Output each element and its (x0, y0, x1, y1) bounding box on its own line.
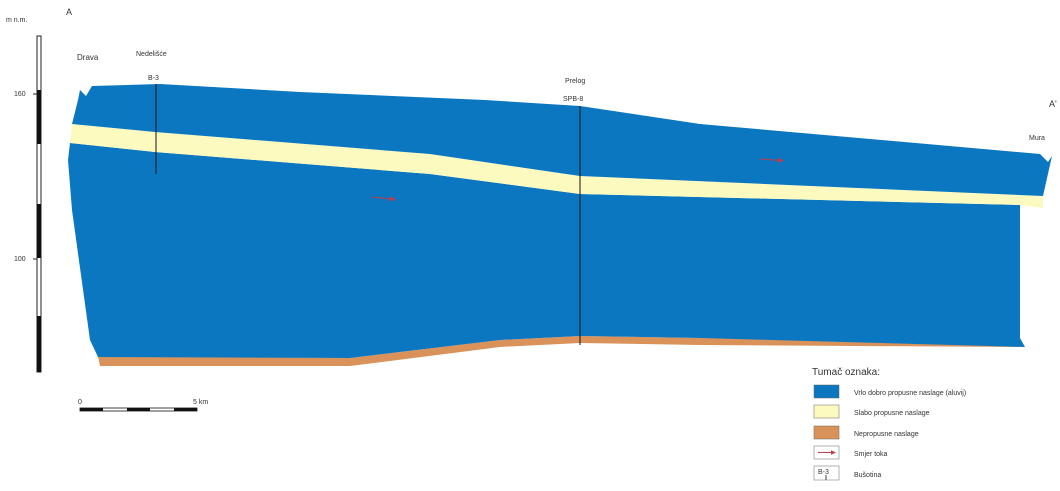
boreholes (155, 84, 581, 345)
axis-segment (37, 204, 41, 258)
legend-box-borehole (813, 465, 840, 481)
flow-arrow-icon (818, 450, 836, 455)
legend-title: Tumač oznaka: (812, 367, 880, 378)
place-labels: Drava Nedelišće B-3 Prelog SPB-8 Mura (77, 51, 1045, 142)
clay-layer (70, 124, 1043, 208)
geological-layers (68, 84, 1052, 366)
section-label-a-prime: A' (1049, 99, 1057, 109)
flow-arrow-icon (371, 196, 396, 202)
legend-label-aquifer: Vrlo dobro propusne naslage (aluvij) (854, 390, 966, 397)
aquifer-lower (68, 143, 1025, 358)
scale-start-label: 0 (78, 399, 82, 406)
scale-end-label: 5 km (193, 399, 208, 406)
label-nedelisce: Nedelišće (136, 51, 167, 58)
legend-borehole-symbol: B-3 (818, 469, 829, 476)
axis-unit-label: m n.m. (6, 17, 27, 24)
label-mura: Mura (1029, 135, 1045, 142)
section-label-a: A (66, 7, 72, 17)
legend-label-borehole: Bušotina (854, 472, 881, 479)
aquifer-upper (72, 84, 1052, 196)
scale-segment (174, 408, 197, 411)
legend-label-impermeable: Nepropusne naslage (854, 431, 919, 438)
impermeable-layer (98, 336, 1020, 366)
legend-swatch-impermeable (813, 425, 840, 440)
flow-arrows (371, 157, 784, 202)
legend: Tumač oznaka: Vrlo dobro propusne naslag… (812, 367, 966, 481)
scale-bar: 0 5 km (78, 399, 208, 412)
axis-segment (37, 90, 41, 144)
scale-segment (127, 408, 150, 411)
label-b3: B-3 (148, 75, 159, 82)
legend-swatch-aquifer (813, 384, 840, 399)
legend-label-clay: Slabo propusne naslage (854, 410, 930, 417)
axis-tick-100: 100 (14, 256, 26, 263)
scale-segment (80, 408, 103, 411)
axis-tick-160: 160 (14, 91, 26, 98)
legend-swatch-clay (813, 404, 840, 419)
label-prelog: Prelog (565, 78, 585, 85)
flow-arrow-icon (759, 157, 784, 163)
legend-label-flow: Smjer toka (854, 451, 888, 458)
label-drava: Drava (77, 53, 99, 62)
axis-segment (37, 316, 41, 372)
label-spb8: SPB-8 (563, 96, 583, 103)
elevation-axis: m n.m. 160 100 (6, 17, 42, 373)
